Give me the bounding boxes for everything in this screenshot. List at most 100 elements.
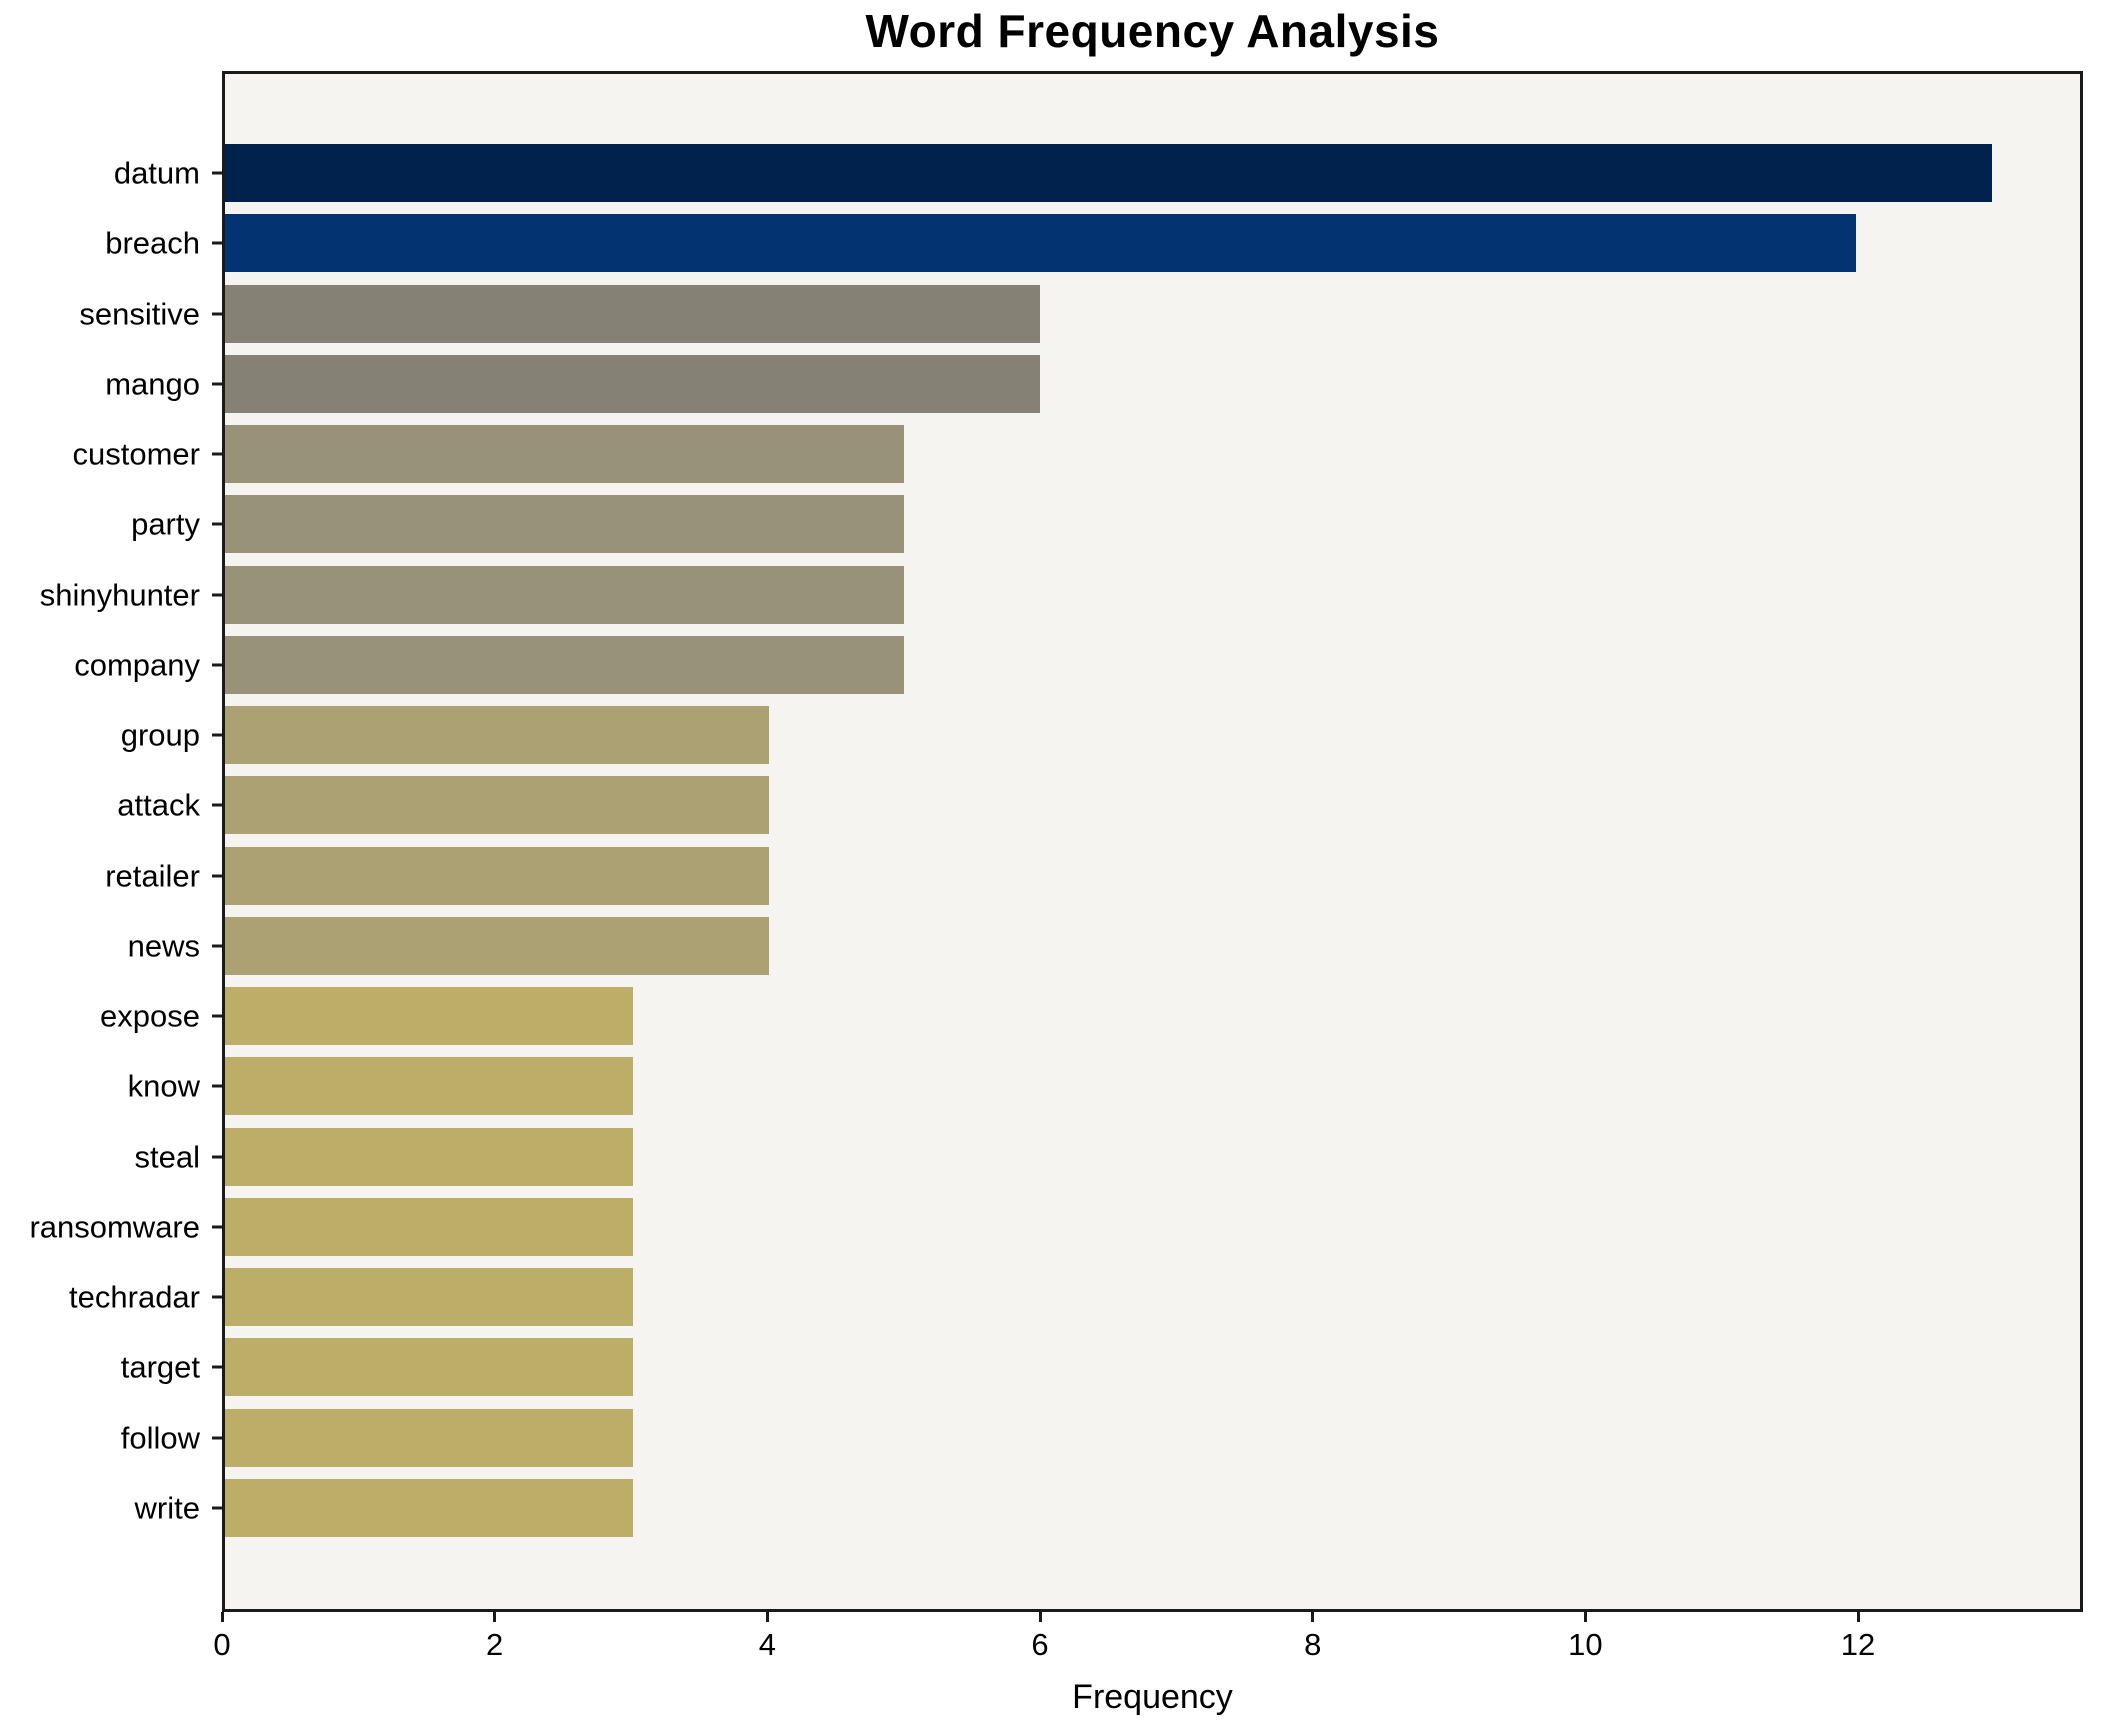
x-tick-label: 8	[1304, 1627, 1322, 1662]
y-tick-mark	[212, 1155, 222, 1158]
y-axis-label: retailer	[105, 858, 200, 893]
x-tick-mark	[1856, 1612, 1860, 1622]
y-axis-label: techradar	[69, 1279, 200, 1315]
y-tick-mark	[212, 1084, 222, 1088]
bar-row: attack	[117, 776, 2080, 835]
bar-row: expose	[100, 987, 2080, 1045]
y-axis-label: datum	[113, 155, 200, 191]
bars-container: datum breach sensitive mango customer party sh…	[29, 144, 2080, 1537]
bar	[225, 565, 905, 624]
bar-row: know	[128, 1057, 2080, 1116]
y-tick-mark	[212, 663, 222, 667]
x-tick-label: 12	[1840, 1627, 1876, 1662]
chart-title: Word Frequency Analysis	[865, 5, 1440, 57]
y-tick-mark	[212, 1014, 222, 1018]
plot-area: datum breach sensitive mango customer party sh…	[29, 71, 2083, 1660]
y-tick-mark	[212, 1436, 222, 1439]
bar	[225, 635, 905, 694]
y-axis-label: mango	[105, 366, 200, 402]
y-tick-mark	[212, 874, 222, 877]
y-tick-mark	[212, 452, 222, 456]
y-tick-mark	[212, 382, 222, 386]
bar-row: target	[121, 1338, 2080, 1397]
y-axis-label: expose	[100, 998, 200, 1034]
y-axis-label: customer	[72, 436, 200, 472]
x-tick-mark	[493, 1612, 497, 1622]
x-axis-title: Frequency	[1072, 1678, 1233, 1716]
y-axis-label: news	[127, 928, 200, 964]
bar	[225, 284, 1041, 343]
x-tick-label: 10	[1568, 1627, 1603, 1662]
y-axis-label: follow	[120, 1420, 200, 1455]
y-tick-mark	[212, 944, 222, 948]
x-tick-label: 2	[486, 1627, 504, 1662]
bar	[225, 706, 769, 764]
y-axis-label: party	[131, 506, 200, 542]
y-tick-mark	[212, 733, 222, 737]
y-axis-label: target	[120, 1349, 200, 1385]
bar-row: ransomware	[29, 1197, 2080, 1256]
y-tick-mark	[212, 1295, 222, 1299]
bar	[225, 425, 905, 483]
bar-row: customer	[73, 425, 2080, 483]
y-axis-label: sensitive	[79, 296, 200, 331]
bar	[225, 1127, 633, 1186]
bar-row: news	[128, 916, 2080, 975]
x-tick-label: 0	[213, 1627, 231, 1662]
x-tick-mark	[1583, 1612, 1587, 1622]
bar-row: company	[74, 635, 2080, 694]
x-tick-mark	[1311, 1612, 1315, 1622]
bar	[225, 1057, 633, 1116]
x-tick-mark	[1038, 1612, 1042, 1622]
bar	[225, 495, 905, 554]
bar	[225, 1338, 633, 1397]
y-axis-label: write	[134, 1490, 200, 1526]
y-axis-label: company	[74, 647, 200, 683]
bar	[225, 846, 769, 905]
y-axis-label: steal	[134, 1139, 200, 1174]
y-tick-mark	[212, 803, 222, 807]
bar-row: party	[131, 495, 2080, 554]
bar-row: datum	[114, 144, 2080, 202]
bar-row: techradar	[69, 1268, 2080, 1326]
bar	[225, 1197, 633, 1256]
bar-row: mango	[105, 354, 2080, 413]
bar	[225, 987, 633, 1045]
x-tick-mark	[220, 1612, 224, 1622]
bar	[225, 776, 769, 835]
y-tick-mark	[212, 522, 222, 526]
x-tick-label: 4	[758, 1627, 776, 1662]
bar	[225, 214, 1856, 273]
y-axis-label: group	[120, 717, 200, 753]
y-axis-label: attack	[117, 787, 200, 823]
y-axis-label: ransomware	[29, 1209, 200, 1245]
y-tick-mark	[212, 1225, 222, 1229]
bar	[225, 1408, 633, 1467]
x-tick-mark	[765, 1612, 769, 1622]
y-axis-label: shinyhunter	[39, 577, 200, 612]
bar-row: group	[121, 706, 2080, 764]
bar-row: follow	[121, 1408, 2080, 1467]
y-axis-label: breach	[105, 225, 200, 261]
bar-row: sensitive	[79, 284, 2080, 343]
bar-row: breach	[105, 214, 2080, 273]
bar-row: shinyhunter	[40, 565, 2080, 624]
bar	[225, 1478, 633, 1537]
bar	[225, 1268, 633, 1326]
bar-row: write	[135, 1478, 2080, 1537]
y-tick-mark	[212, 171, 222, 175]
y-axis-label: know	[127, 1068, 200, 1104]
y-tick-mark	[212, 1365, 222, 1369]
bar	[225, 144, 1992, 202]
bar-row: steal	[135, 1127, 2080, 1186]
y-tick-mark	[212, 241, 222, 245]
bar	[225, 354, 1041, 413]
bar-row: retailer	[105, 846, 2080, 905]
y-tick-mark	[212, 593, 222, 596]
bar	[225, 916, 769, 975]
y-tick-mark	[212, 1506, 222, 1510]
x-axis: 0 2 4 6 8 10 12	[213, 1609, 2083, 1679]
y-tick-mark	[212, 312, 222, 315]
x-tick-label: 6	[1031, 1627, 1049, 1662]
